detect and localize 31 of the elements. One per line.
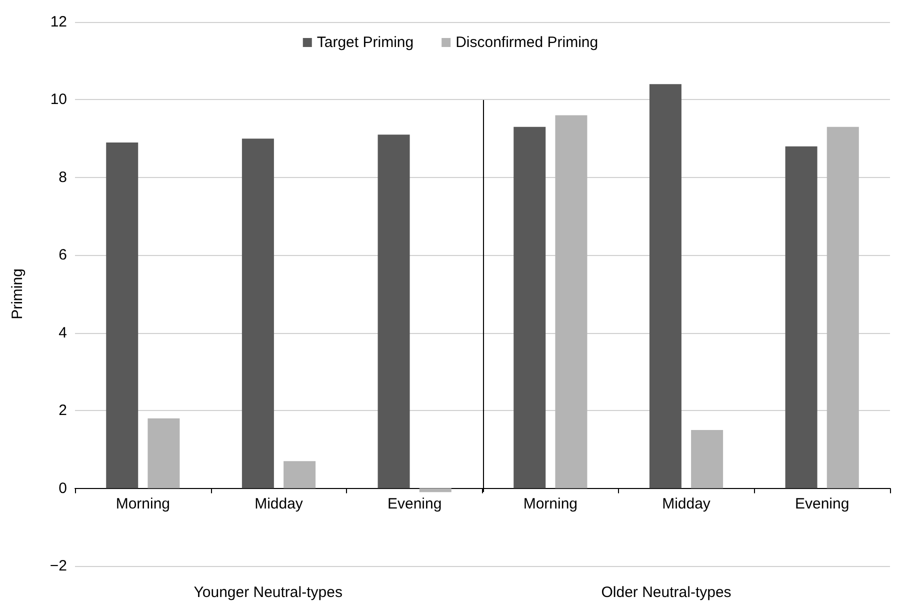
bar	[785, 146, 818, 488]
bar	[826, 126, 859, 488]
bar	[378, 134, 410, 488]
bar	[649, 84, 682, 488]
bar	[514, 126, 546, 488]
y-tick-label: 2	[58, 402, 67, 420]
bar	[148, 418, 180, 488]
y-axis-title: Priming	[9, 268, 26, 320]
x-tick-label: Morning	[523, 495, 578, 512]
text: Younger Neutral-types	[194, 584, 342, 601]
y-tick-label: 8	[58, 168, 67, 186]
bar	[555, 115, 588, 488]
x-tick-label: Morning	[116, 495, 170, 512]
bar	[419, 488, 452, 492]
y-tick-label: 0	[58, 480, 67, 497]
x-tick-label: Evening	[387, 495, 442, 512]
bar	[106, 142, 138, 488]
y-tick-label: −2	[50, 558, 67, 574]
y-tick-label: 12	[50, 14, 67, 30]
bar	[242, 138, 274, 488]
x-tick-label: Evening	[794, 495, 850, 512]
x-tick-label: Midday	[254, 495, 304, 512]
bar	[691, 430, 724, 488]
text: Older Neutral-types	[601, 584, 732, 601]
legend-label: Target Priming	[316, 34, 414, 51]
legend-label: Disconfirmed Priming	[456, 34, 598, 51]
y-tick-label: 6	[58, 246, 67, 264]
bar	[284, 461, 316, 488]
y-tick-label: 10	[50, 91, 67, 108]
x-tick-label: Midday	[662, 495, 711, 512]
y-tick-label: 4	[58, 324, 67, 342]
